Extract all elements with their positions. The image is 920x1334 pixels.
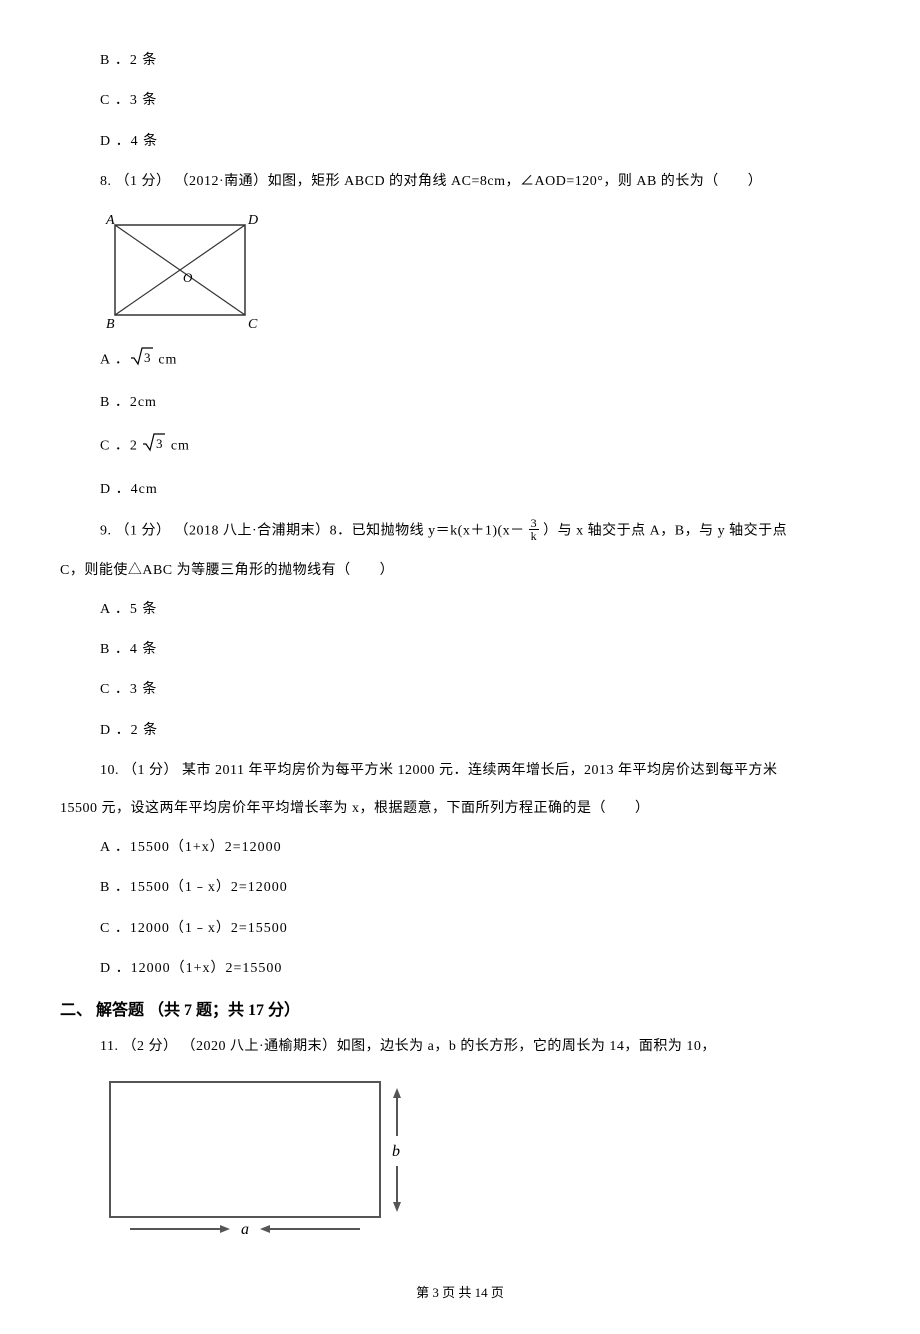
q8-a-prefix: A ． xyxy=(100,352,130,367)
q8-option-a: A ． 3 cm xyxy=(100,346,860,374)
q10-stem-line1: 10. （1 分） 某市 2011 年平均房价为每平方米 12000 元．连续两… xyxy=(100,760,860,782)
q9-option-a: A ．5 条 xyxy=(100,599,860,621)
label-O: O xyxy=(183,270,193,285)
q8-option-d: D ．4cm xyxy=(100,479,860,501)
q9-stem-before: 9. （1 分） （2018 八上·合浦期末）8．已知抛物线 y＝k(x＋1)(… xyxy=(100,524,529,539)
q8-option-b: B ．2cm xyxy=(100,392,860,414)
q8-stem: 8. （1 分） （2012·南通）如图，矩形 ABCD 的对角线 AC=8cm… xyxy=(100,171,860,193)
svg-text:3: 3 xyxy=(144,350,152,365)
q10-option-b: B ．15500（1﹣x）2=12000 xyxy=(100,877,860,899)
q11-stem: 11. （2 分） （2020 八上·通榆期末）如图，边长为 a，b 的长方形，… xyxy=(100,1036,860,1058)
q7-option-c: C ．3 条 xyxy=(100,90,860,112)
q8-option-c: C ．2 3 cm xyxy=(100,432,860,460)
q9-option-b: B ．4 条 xyxy=(100,639,860,661)
svg-text:3: 3 xyxy=(156,436,164,451)
sqrt-icon: 3 xyxy=(130,346,154,374)
q9-option-d: D ．2 条 xyxy=(100,720,860,742)
q10-option-a: A ．15500（1+x）2=12000 xyxy=(100,837,860,859)
q10-stem-line2: 15500 元，设这两年平均房价年平均增长率为 x，根据题意，下面所列方程正确的… xyxy=(60,798,860,820)
q7-option-d: D ．4 条 xyxy=(100,131,860,153)
label-B: B xyxy=(106,317,115,330)
q10-option-c: C ．12000（1﹣x）2=15500 xyxy=(100,918,860,940)
q8-a-suffix: cm xyxy=(154,352,178,367)
label-A: A xyxy=(105,213,115,228)
label-D: D xyxy=(247,213,258,228)
q9-stem-line1: 9. （1 分） （2018 八上·合浦期末）8．已知抛物线 y＝k(x＋1)(… xyxy=(100,519,860,544)
q9-option-c: C ．3 条 xyxy=(100,679,860,701)
q10-option-d: D ．12000（1+x）2=15500 xyxy=(100,958,860,980)
label-b: b xyxy=(392,1143,400,1160)
section2-header: 二、 解答题 （共 7 题；共 17 分） xyxy=(60,998,860,1024)
label-C: C xyxy=(248,317,258,330)
fraction-icon: 3k xyxy=(529,517,540,542)
q9-stem-after: ）与 x 轴交于点 A，B，与 y 轴交于点 xyxy=(539,524,787,539)
q11-figure: b a xyxy=(100,1074,860,1252)
q8-c-suffix: cm xyxy=(166,439,190,454)
sqrt-icon: 3 xyxy=(142,432,166,460)
q9-stem-line2: C，则能使△ABC 为等腰三角形的抛物线有（ ） xyxy=(60,560,860,582)
label-a: a xyxy=(241,1221,249,1238)
page-footer: 第 3 页 共 14 页 xyxy=(60,1283,860,1304)
q8-c-prefix: C ．2 xyxy=(100,439,142,454)
q7-option-b: B ．2 条 xyxy=(100,50,860,72)
q8-figure: A D B C O xyxy=(100,210,860,330)
